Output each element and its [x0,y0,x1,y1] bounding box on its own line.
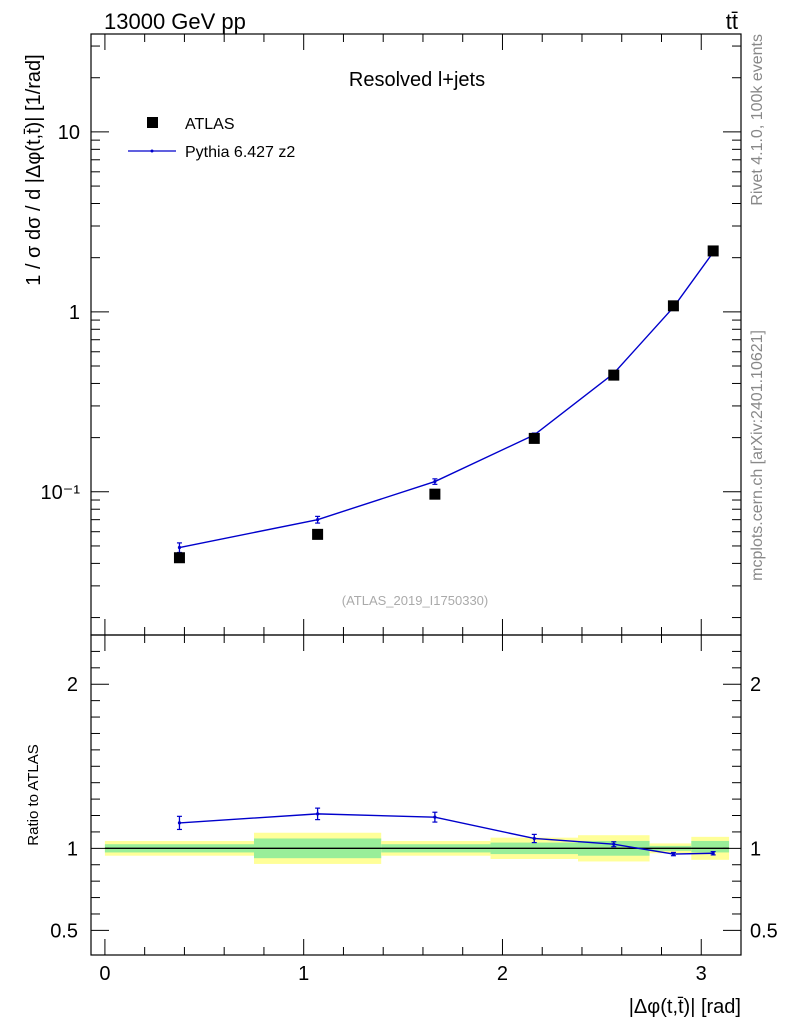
atlas-point [173,552,185,564]
ratio-uncertainty-bands [104,832,730,864]
mcplots-source-label: mcplots.cern.ch [arXiv:2401.10621] [749,330,766,581]
ratio-tick-label-2-right: 2 [750,674,761,696]
legend: ATLAS Pythia 6.427 z2 [128,116,295,161]
main-series [173,245,719,564]
process-label: tt̄ [726,9,738,34]
ratio-panel: 2 1 0.5 2 1 0.5 0 1 2 3 Ratio to ATLAS |… [25,634,778,1018]
main-axis-ticks [91,34,741,635]
y-tick-label-1: 1 [69,302,80,324]
ratio-tick-label-0p5-right: 0.5 [750,920,778,942]
ratio-pythia-point [711,851,715,855]
legend-pythia-label: Pythia 6.427 z2 [185,144,295,161]
pythia-line [179,251,714,549]
legend-pythia-marker [150,149,154,153]
ratio-pythia-point [532,836,536,841]
ratio-pythia-point [433,815,437,819]
main-y-axis-label: 1 / σ dσ / d |Δφ(t,t̄)| [1/rad] [23,54,45,285]
atlas-point [528,432,540,444]
ratio-tick-label-0p5-left: 0.5 [50,920,78,942]
stat-uncertainty-band [691,840,730,853]
x-tick-labels: 0 1 2 3 [99,963,706,985]
pythia-point [177,545,182,550]
pythia-point [316,518,320,522]
ratio-series [176,807,716,857]
ratio-axis-ticks [91,635,741,955]
ratio-tick-label-2-left: 2 [67,674,78,696]
ratio-tick-label-1-right: 1 [750,838,761,860]
pythia-point [433,479,437,484]
atlas-point [608,369,620,381]
ratio-pythia-point [177,821,182,825]
ratio-pythia-point [316,812,320,816]
analysis-id-label: (ATLAS_2019_I1750330) [342,593,488,608]
y-tick-label-10: 10 [58,122,80,144]
x-tick-label-3: 3 [696,963,707,985]
x-tick-label-0: 0 [99,963,110,985]
y-tick-label-0p1: 10⁻¹ [41,482,81,504]
ratio-pythia-point [612,842,616,846]
rivet-version-label: Rivet 4.1.0, 100k events [749,34,766,206]
atlas-point [312,528,324,540]
x-tick-label-1: 1 [298,963,309,985]
main-y-tick-labels: 10 1 10⁻¹ [41,122,81,504]
ratio-pythia-point [671,852,676,856]
x-axis-label: |Δφ(t,t̄)| [rad] [629,996,741,1018]
legend-atlas-marker [147,117,158,128]
atlas-point [667,300,679,312]
ratio-tick-label-1-left: 1 [67,838,78,860]
ratio-y-axis-label: Ratio to ATLAS [25,744,42,845]
legend-atlas-label: ATLAS [185,116,235,133]
atlas-point [429,488,441,500]
main-title: Resolved l+jets [349,69,485,91]
main-panel: Resolved l+jets ATLAS Pythia 6.427 z2 (A… [23,33,742,636]
atlas-point [707,245,719,257]
ratio-frame [90,634,742,956]
x-tick-label-2: 2 [497,963,508,985]
ratio-y-tick-labels: 2 1 0.5 2 1 0.5 [50,674,778,942]
energy-label: 13000 GeV pp [104,9,246,34]
